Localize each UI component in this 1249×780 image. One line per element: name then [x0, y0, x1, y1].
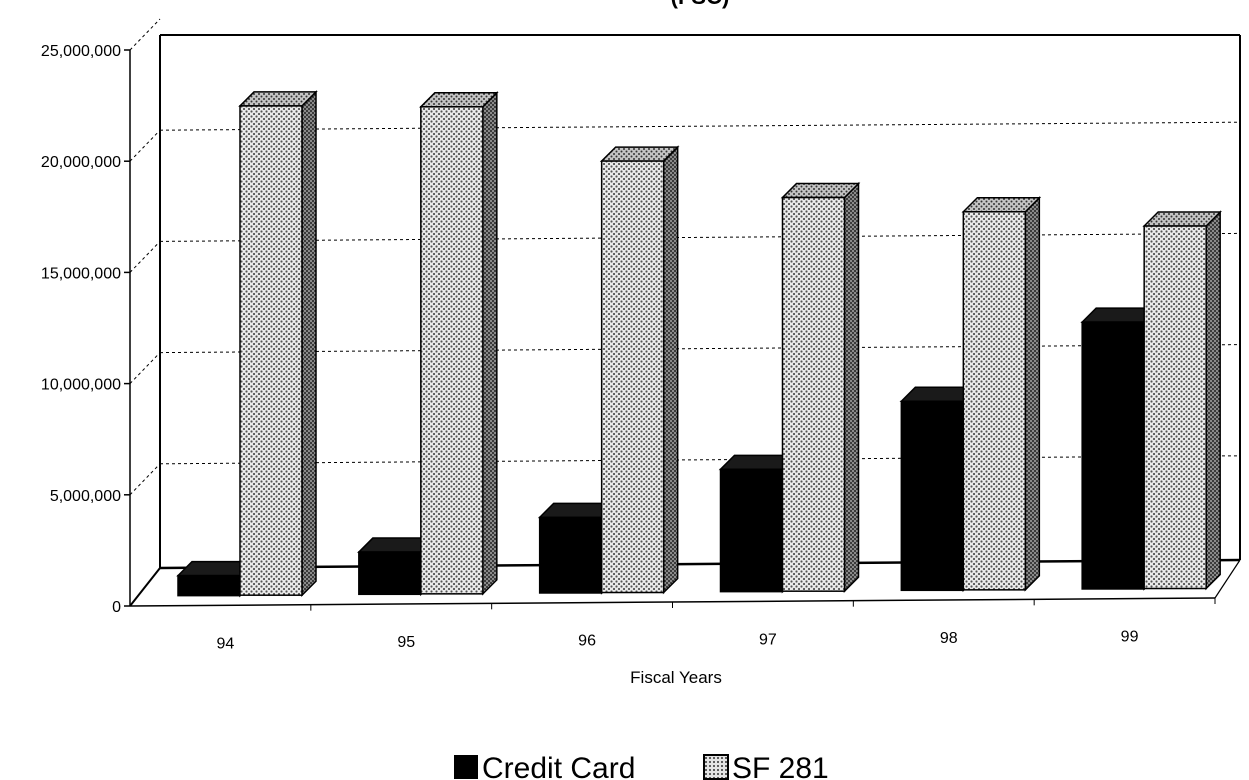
- bar: [780, 181, 861, 593]
- y-tick-label: 15,000,000: [41, 265, 121, 282]
- bar: [238, 90, 318, 597]
- legend-swatch-sf-281: [703, 754, 729, 780]
- bar: [419, 90, 499, 596]
- bar: [1142, 210, 1222, 591]
- x-tick-label: 98: [940, 630, 958, 647]
- y-tick-label: 20,000,000: [41, 154, 121, 171]
- x-tick-label: 99: [1121, 629, 1139, 646]
- bars: [176, 90, 1222, 598]
- bar: [599, 145, 680, 595]
- y-axis: 0 5,000,000 10,000,000 15,000,000 20,000,000…: [41, 43, 130, 616]
- x-axis: 94 95 96 97 98 99: [217, 598, 1216, 652]
- gridlines: [129, 18, 1241, 496]
- legend-swatch-credit-card: [454, 755, 478, 779]
- y-tick-label: 5,000,000: [50, 488, 121, 505]
- legend: Credit Card SF 281: [454, 752, 829, 780]
- x-tick-label: 95: [397, 634, 415, 651]
- bar: [961, 195, 1042, 592]
- y-tick-label: 0: [112, 599, 121, 616]
- x-tick-label: 96: [578, 633, 596, 650]
- x-tick-label: 94: [217, 635, 235, 652]
- legend-label-sf-281: SF 281: [732, 752, 829, 780]
- chart-title: (FSC): [671, 0, 730, 9]
- y-tick-label: 10,000,000: [41, 377, 121, 394]
- x-axis-title: Fiscal Years: [630, 668, 722, 687]
- y-tick-label: 25,000,000: [41, 43, 121, 60]
- legend-label-credit-card: Credit Card: [482, 752, 635, 780]
- x-tick-label: 97: [759, 631, 777, 648]
